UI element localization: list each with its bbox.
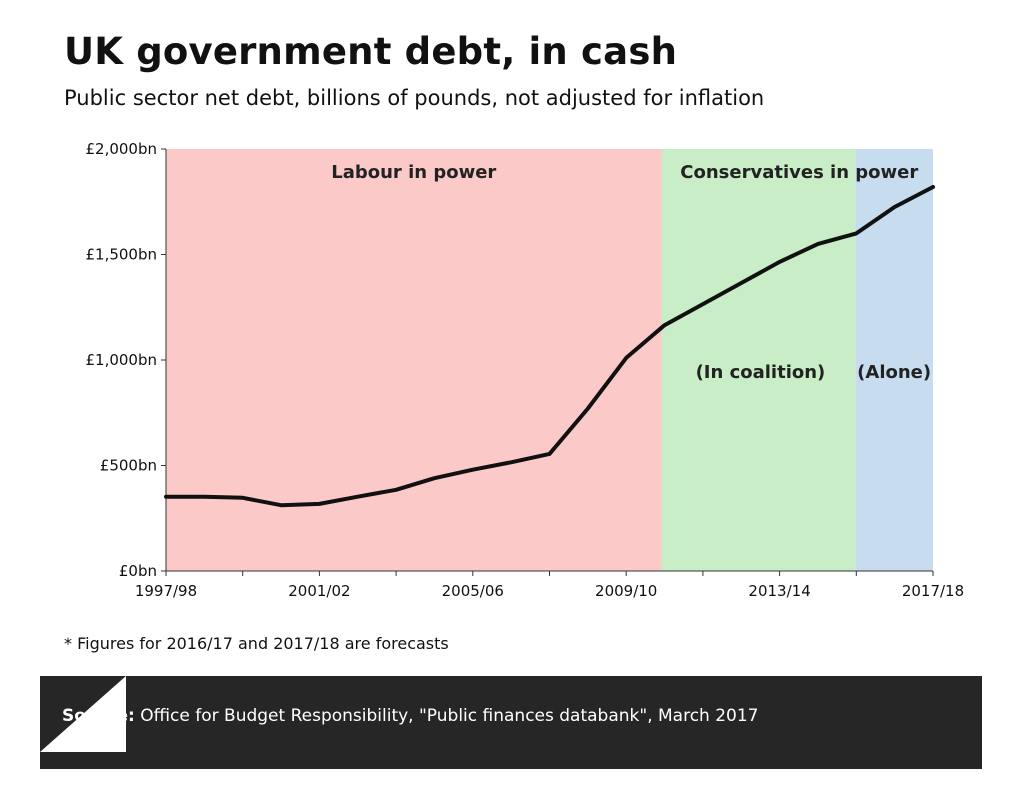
source-detail: Office for Budget Responsibility, "Publi… <box>134 706 759 726</box>
region-coalition <box>661 149 856 571</box>
debt-series <box>164 185 935 508</box>
full-fact-logo <box>40 676 126 752</box>
x-tick-label: 2005/06 <box>442 582 504 600</box>
y-tick-label: £1,000bn <box>85 351 157 369</box>
label-conservatives: Conservatives in power <box>680 162 918 183</box>
x-tick-label: 2009/10 <box>595 582 657 600</box>
chart-subtitle: Public sector net debt, billions of poun… <box>64 86 765 110</box>
y-tick-label: £500bn <box>100 457 157 475</box>
x-tick-label: 1997/98 <box>135 582 197 600</box>
forecast-note: * Figures for 2016/17 and 2017/18 are fo… <box>64 634 449 653</box>
x-tick-label: 2017/18 <box>902 582 964 600</box>
chart-axes: £0bn £500bn £1,000bn £1,500bn £2,000bn 1997/9… <box>85 140 964 600</box>
source-text: Source: Office for Budget Responsibility… <box>62 706 759 726</box>
power-regions <box>166 149 933 571</box>
debt-line-chart: £0bn £500bn £1,000bn £1,500bn £2,000bn 1997/9… <box>85 140 964 600</box>
region-alone <box>855 149 933 571</box>
region-labels: Labour in power Conservatives in power (In… <box>331 162 931 383</box>
y-tick-label: £0bn <box>119 562 157 580</box>
label-labour: Labour in power <box>331 162 496 183</box>
y-tick-label: £2,000bn <box>85 140 157 158</box>
y-tick-label: £1,500bn <box>85 246 157 264</box>
chart-title: UK government debt, in cash <box>64 30 678 73</box>
label-in-coalition: (In coalition) <box>696 362 826 383</box>
x-tick-label: 2001/02 <box>288 582 350 600</box>
source-footer: Source: Office for Budget Responsibility… <box>40 676 982 769</box>
x-tick-label: 2013/14 <box>748 582 810 600</box>
logo-text: Full Fact <box>908 742 967 757</box>
region-labour <box>166 149 662 571</box>
label-alone: (Alone) <box>857 362 931 383</box>
